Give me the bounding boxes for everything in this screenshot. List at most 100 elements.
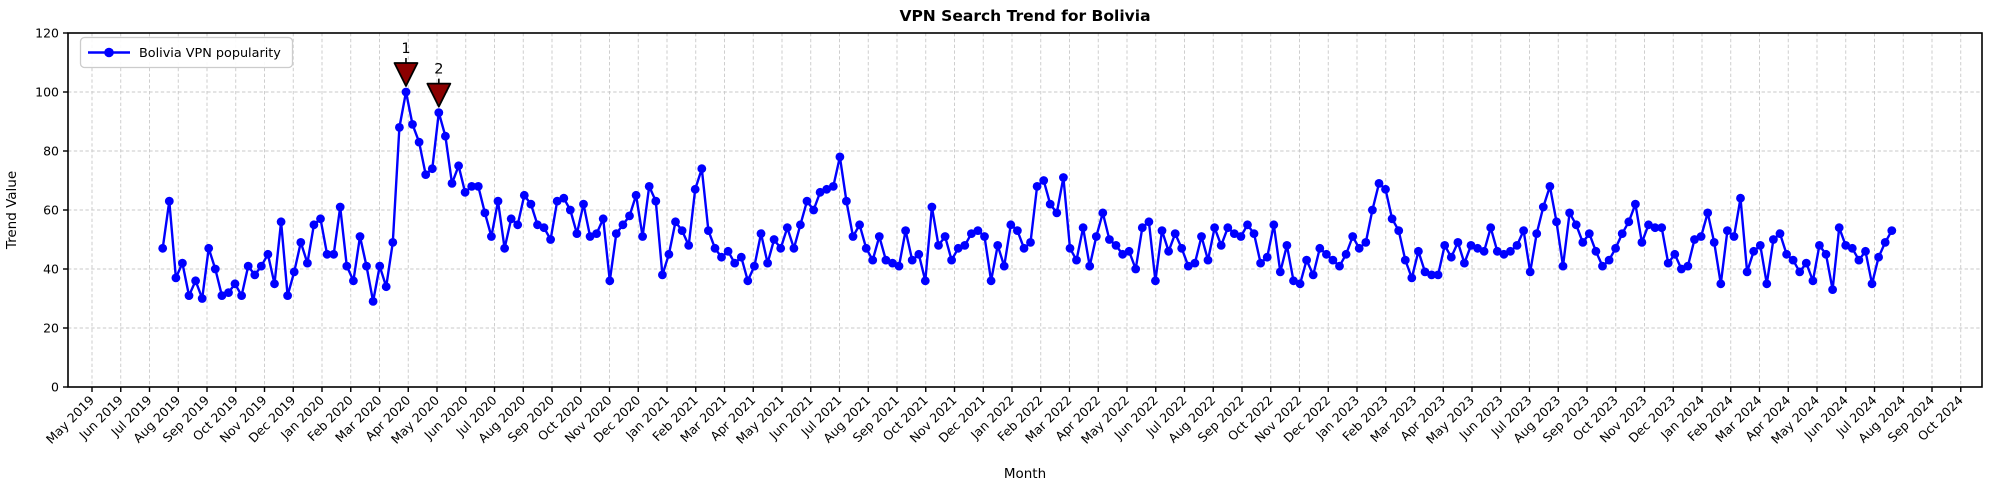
data-point	[184, 291, 194, 300]
data-point	[1387, 214, 1397, 224]
data-point	[598, 214, 608, 224]
data-point	[1335, 261, 1344, 271]
data-point	[460, 187, 470, 197]
data-point	[1565, 208, 1574, 218]
legend-label: Bolivia VPN popularity	[139, 46, 281, 61]
data-point	[1137, 223, 1147, 233]
data-point	[1834, 223, 1844, 233]
data-point	[809, 205, 818, 215]
data-point	[1157, 226, 1167, 236]
data-point	[427, 164, 437, 174]
annotation-label-1: 1	[401, 41, 410, 57]
data-point	[158, 243, 168, 253]
data-point	[710, 243, 720, 253]
data-point	[1059, 173, 1068, 182]
data-point	[1887, 226, 1897, 236]
data-point	[1170, 229, 1180, 239]
data-point	[611, 229, 621, 239]
data-point	[1847, 243, 1857, 253]
data-point	[1723, 226, 1732, 236]
chart-title: VPN Search Trend for Bolivia	[899, 7, 1150, 25]
data-point	[1229, 229, 1239, 239]
data-point	[1374, 179, 1384, 188]
data-point	[1808, 276, 1818, 286]
data-point	[960, 241, 970, 250]
data-point	[1151, 276, 1160, 286]
data-point	[677, 226, 687, 236]
data-point	[434, 108, 444, 117]
data-point	[1775, 229, 1785, 239]
y-tick-label: 120	[35, 26, 59, 41]
data-point	[1867, 279, 1877, 289]
y-tick-label: 60	[43, 203, 59, 218]
data-point	[1282, 241, 1292, 250]
data-point	[881, 255, 891, 265]
data-point	[1098, 208, 1108, 218]
data-point	[1703, 208, 1713, 218]
data-point	[894, 261, 904, 271]
data-point	[526, 199, 536, 209]
data-point	[375, 261, 385, 271]
data-point	[1788, 255, 1798, 265]
y-tick-label: 80	[43, 144, 59, 159]
data-point	[1308, 270, 1318, 280]
data-point	[717, 252, 726, 262]
y-tick-label: 40	[43, 262, 59, 277]
data-point	[1262, 252, 1272, 262]
data-point	[1289, 276, 1298, 286]
data-point	[1039, 176, 1049, 185]
data-point	[309, 220, 319, 230]
data-point	[1407, 273, 1417, 283]
data-point	[1663, 258, 1673, 268]
data-point	[1460, 258, 1469, 268]
data-point	[1854, 255, 1864, 265]
data-point	[1315, 243, 1325, 253]
data-point	[441, 131, 450, 141]
data-point	[1762, 279, 1772, 289]
data-point	[756, 229, 766, 239]
data-point	[1690, 235, 1699, 244]
data-point	[947, 255, 956, 265]
data-point	[1624, 217, 1634, 227]
data-point	[1749, 246, 1759, 256]
data-point	[1670, 249, 1680, 259]
y-axis-label: Trend Value	[4, 171, 20, 250]
data-point	[1479, 246, 1489, 256]
data-point	[506, 214, 516, 224]
data-point	[1729, 232, 1739, 241]
data-point	[368, 297, 378, 306]
data-point	[736, 252, 746, 262]
data-point	[690, 184, 700, 194]
data-point	[270, 279, 279, 289]
data-point	[1486, 223, 1496, 233]
data-point	[1598, 261, 1607, 271]
data-point	[868, 255, 878, 265]
annotation-label-2: 2	[434, 62, 443, 78]
data-point	[1256, 258, 1265, 268]
data-point	[1216, 241, 1226, 250]
data-point	[1538, 202, 1548, 212]
data-point	[605, 276, 615, 286]
data-point	[644, 182, 654, 191]
data-point	[1841, 241, 1851, 250]
data-point	[1013, 226, 1022, 236]
data-point	[519, 190, 529, 200]
data-point	[1584, 229, 1594, 239]
data-point	[1861, 246, 1870, 256]
data-point	[210, 264, 220, 274]
data-point	[1322, 249, 1331, 259]
data-point	[651, 196, 661, 206]
data-point	[1328, 255, 1338, 265]
data-point	[316, 214, 325, 224]
data-point	[901, 226, 910, 236]
data-point	[296, 238, 306, 247]
data-point	[283, 291, 292, 300]
data-point	[940, 232, 950, 241]
data-point	[920, 276, 930, 286]
annotation-marker-1	[393, 62, 419, 87]
data-point	[861, 243, 871, 253]
data-point	[1637, 238, 1647, 247]
data-point	[572, 229, 582, 239]
data-point	[204, 243, 214, 253]
data-point	[664, 249, 674, 259]
